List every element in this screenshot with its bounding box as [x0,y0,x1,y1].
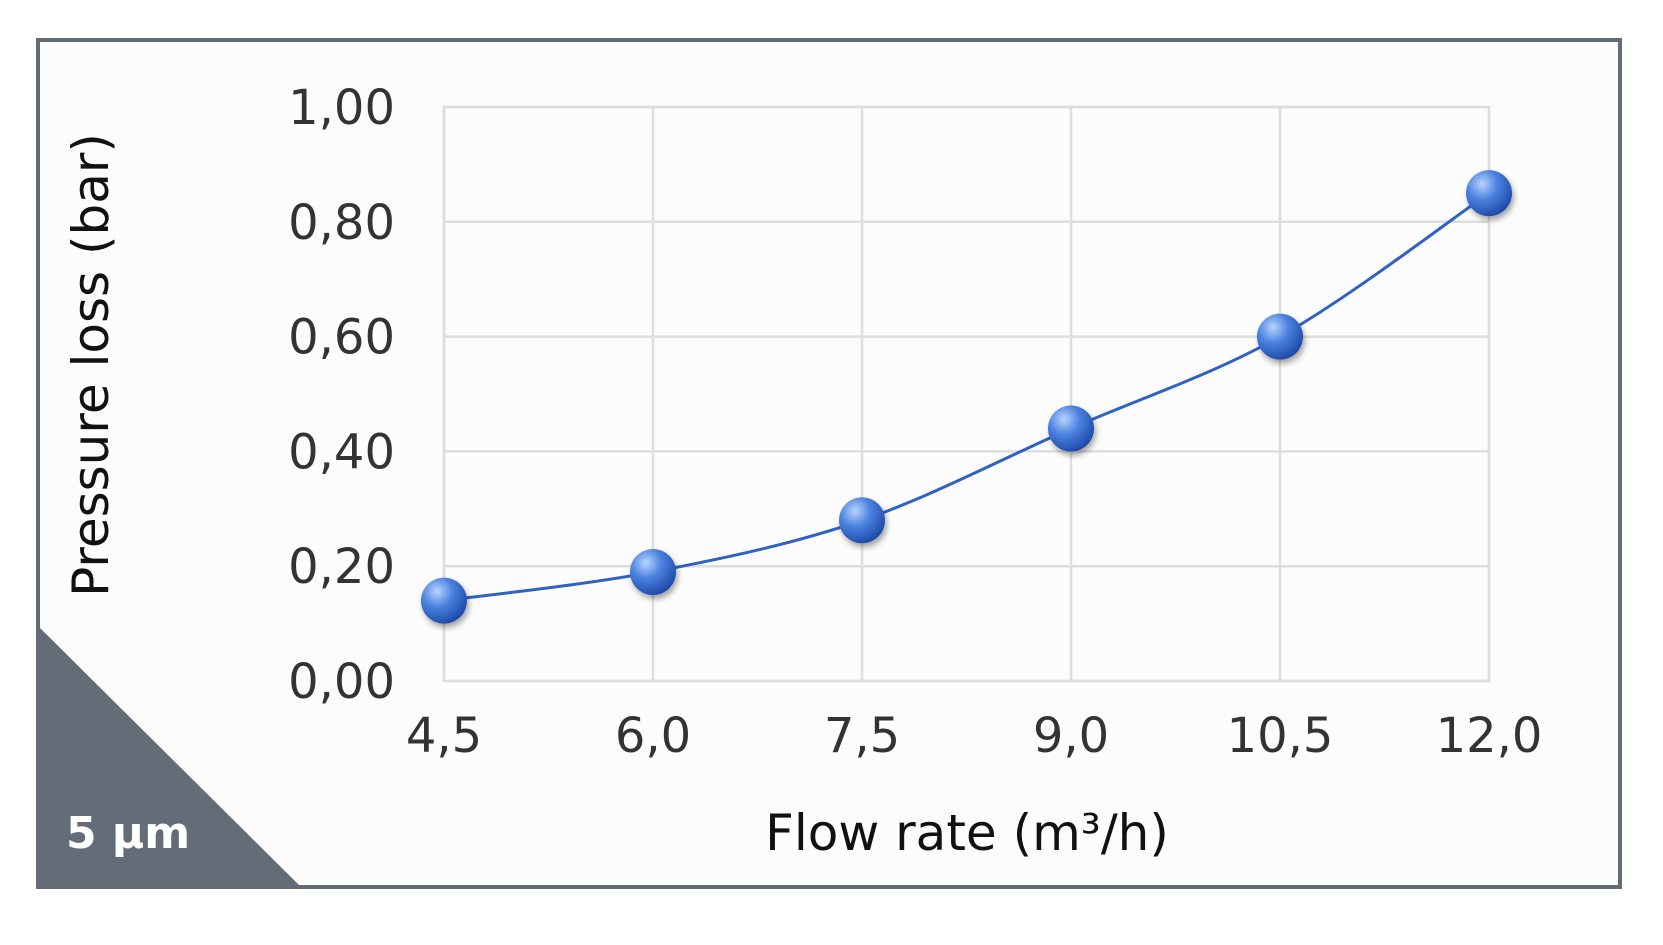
x-tick-label: 10,5 [1227,708,1334,764]
y-tick-label: 0,40 [288,424,395,480]
x-axis-tick-labels: 4,5 6,0 7,5 9,0 10,5 12,0 [406,708,1543,764]
x-tick-label: 4,5 [406,708,482,764]
corner-badge [38,626,301,887]
data-point-marker [839,497,885,544]
data-point-marker [421,577,467,624]
x-axis-title: Flow rate (m³/h) [765,804,1169,862]
data-point-marker [1466,170,1512,217]
x-tick-label: 9,0 [1033,708,1109,764]
data-series [421,170,1512,624]
x-tick-label: 12,0 [1436,708,1543,764]
y-axis-tick-labels: 0,00 0,20 0,40 0,60 0,80 1,00 [288,80,395,710]
x-tick-label: 7,5 [824,708,900,764]
y-tick-label: 1,00 [288,80,395,136]
y-tick-label: 0,60 [288,310,395,366]
y-tick-label: 0,00 [288,654,395,710]
corner-badge-label: 5 µm [66,808,190,859]
data-point-marker [1048,405,1094,452]
plot-area-border [442,105,1491,683]
data-point-marker [630,548,676,595]
y-tick-label: 0,20 [288,539,395,595]
x-tick-label: 6,0 [615,708,691,764]
y-tick-label: 0,80 [288,195,395,251]
data-point-marker [1257,313,1303,360]
chart-frame [36,38,1622,889]
y-axis-title: Pressure loss (bar) [62,133,120,597]
